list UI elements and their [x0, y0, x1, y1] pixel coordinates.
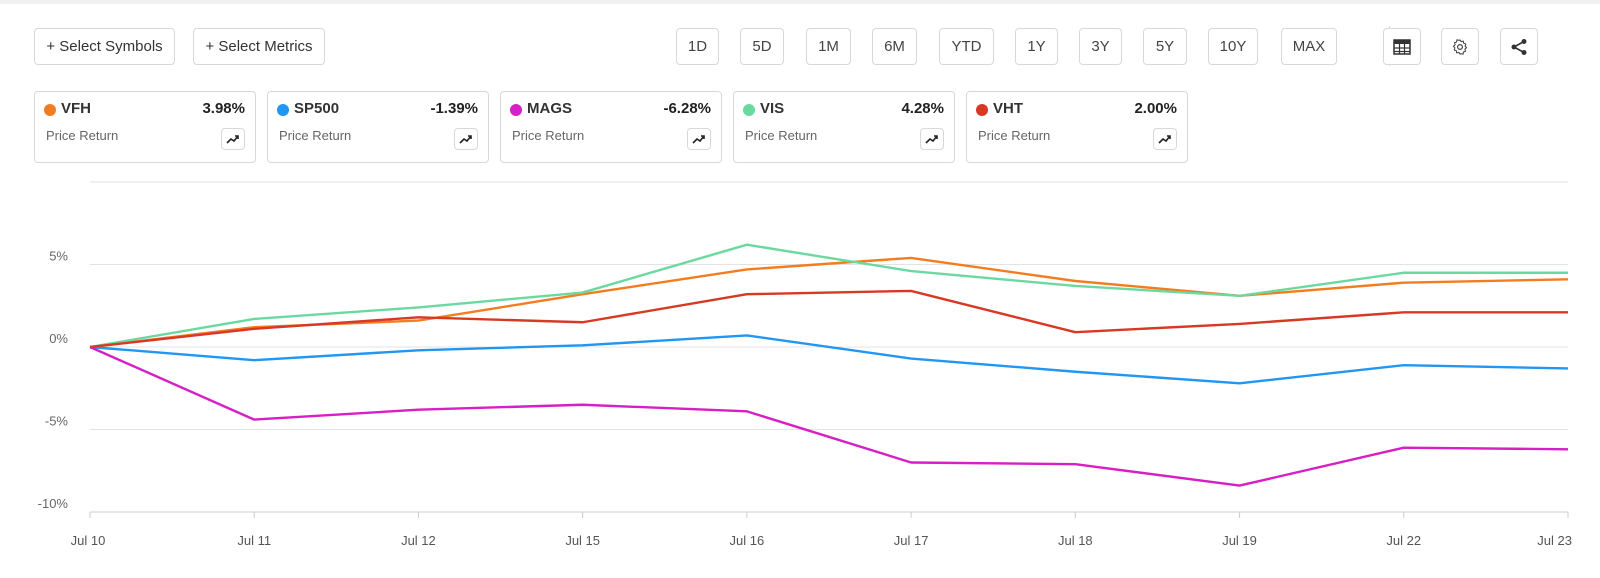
range-5y-button[interactable]: 5Y [1143, 28, 1187, 65]
trend-up-icon [692, 135, 705, 144]
symbol-label: MAGS [527, 100, 572, 117]
range-1y-button[interactable]: 1Y [1015, 28, 1058, 65]
gear-icon [1452, 38, 1468, 55]
series-line-vfh [89, 256, 1569, 349]
share-button[interactable] [1500, 28, 1538, 65]
x-tick-label: Jul 10 [71, 533, 106, 548]
change-value: -1.39% [430, 100, 478, 117]
x-tick-label: Jul 19 [1222, 533, 1257, 548]
range-3y-button[interactable]: 3Y [1079, 28, 1122, 65]
trend-up-icon [226, 135, 239, 144]
metric-label: Price Return [46, 128, 119, 143]
series-color-dot [277, 104, 289, 116]
x-tick-label: Jul 11 [237, 533, 271, 548]
series-line-sp500 [89, 334, 1569, 385]
trend-chart-button[interactable] [920, 128, 944, 150]
series-line-mags [89, 345, 1569, 487]
metric-label: Price Return [512, 128, 585, 143]
symbol-label: VHT [993, 100, 1023, 117]
select-metrics-button[interactable]: + Select Metrics [193, 28, 325, 65]
symbol-label: VFH [61, 100, 91, 117]
trend-up-icon [1158, 135, 1171, 144]
trend-chart-button[interactable] [221, 128, 245, 150]
y-tick-label: 0% [49, 331, 68, 346]
range-1m-button[interactable]: 1M [806, 28, 851, 65]
x-tick-label: Jul 22 [1386, 533, 1421, 548]
y-tick-label: 5% [49, 249, 68, 264]
symbol-label: SP500 [294, 100, 340, 117]
series-color-dot [44, 104, 56, 116]
x-tick-label: Jul 16 [730, 533, 765, 548]
line-chart: 5% 0% -5% -10% Jul 10 Jul 11 Jul 12 Jul 15 Jul 1… [38, 181, 1572, 548]
legend-card-vfh[interactable]: VFH 3.98% Price Return [34, 91, 256, 163]
x-tick-label: Jul 15 [565, 533, 600, 548]
share-icon [1511, 38, 1527, 55]
change-value: 4.28% [901, 100, 944, 117]
trend-chart-button[interactable] [1153, 128, 1177, 150]
x-tick-label: Jul 17 [894, 533, 929, 548]
symbol-label: VIS [760, 100, 785, 117]
metric-label: Price Return [978, 128, 1051, 143]
series-color-dot [743, 104, 755, 116]
trend-up-icon [459, 135, 472, 144]
range-10y-button[interactable]: 10Y [1208, 28, 1258, 65]
series-line-vis [89, 243, 1568, 349]
table-icon [1393, 38, 1411, 55]
series-color-dot [510, 104, 522, 116]
legend-card-sp500[interactable]: SP500 -1.39% Price Return [267, 91, 489, 163]
change-value: 2.00% [1134, 100, 1177, 117]
legend-card-mags[interactable]: MAGS -6.28% Price Return [500, 91, 722, 163]
x-tick-label: Jul 18 [1058, 533, 1093, 548]
range-6m-button[interactable]: 6M [872, 28, 917, 65]
series-color-dot [976, 104, 988, 116]
x-tick-label: Jul 12 [401, 533, 436, 548]
y-tick-label: -5% [45, 414, 69, 429]
series-line-vht [89, 289, 1568, 349]
legend-card-vis[interactable]: VIS 4.28% Price Return [733, 91, 955, 163]
table-view-button[interactable] [1383, 28, 1421, 65]
change-value: -6.28% [663, 100, 711, 117]
trend-up-icon [925, 135, 938, 144]
trend-chart-button[interactable] [687, 128, 711, 150]
trend-chart-button[interactable] [454, 128, 478, 150]
settings-button[interactable] [1441, 28, 1479, 65]
legend-card-vht[interactable]: VHT 2.00% Price Return [966, 91, 1188, 163]
select-symbols-button[interactable]: + Select Symbols [34, 28, 175, 65]
metric-label: Price Return [745, 128, 818, 143]
range-ytd-button[interactable]: YTD [939, 28, 994, 65]
range-5d-button[interactable]: 5D [740, 28, 784, 65]
x-tick-label: Jul 23 [1537, 533, 1572, 548]
y-tick-label: -10% [38, 496, 69, 511]
range-1d-button[interactable]: 1D [676, 28, 719, 65]
range-max-button[interactable]: MAX [1281, 28, 1337, 65]
metric-label: Price Return [279, 128, 352, 143]
change-value: 3.98% [202, 100, 245, 117]
